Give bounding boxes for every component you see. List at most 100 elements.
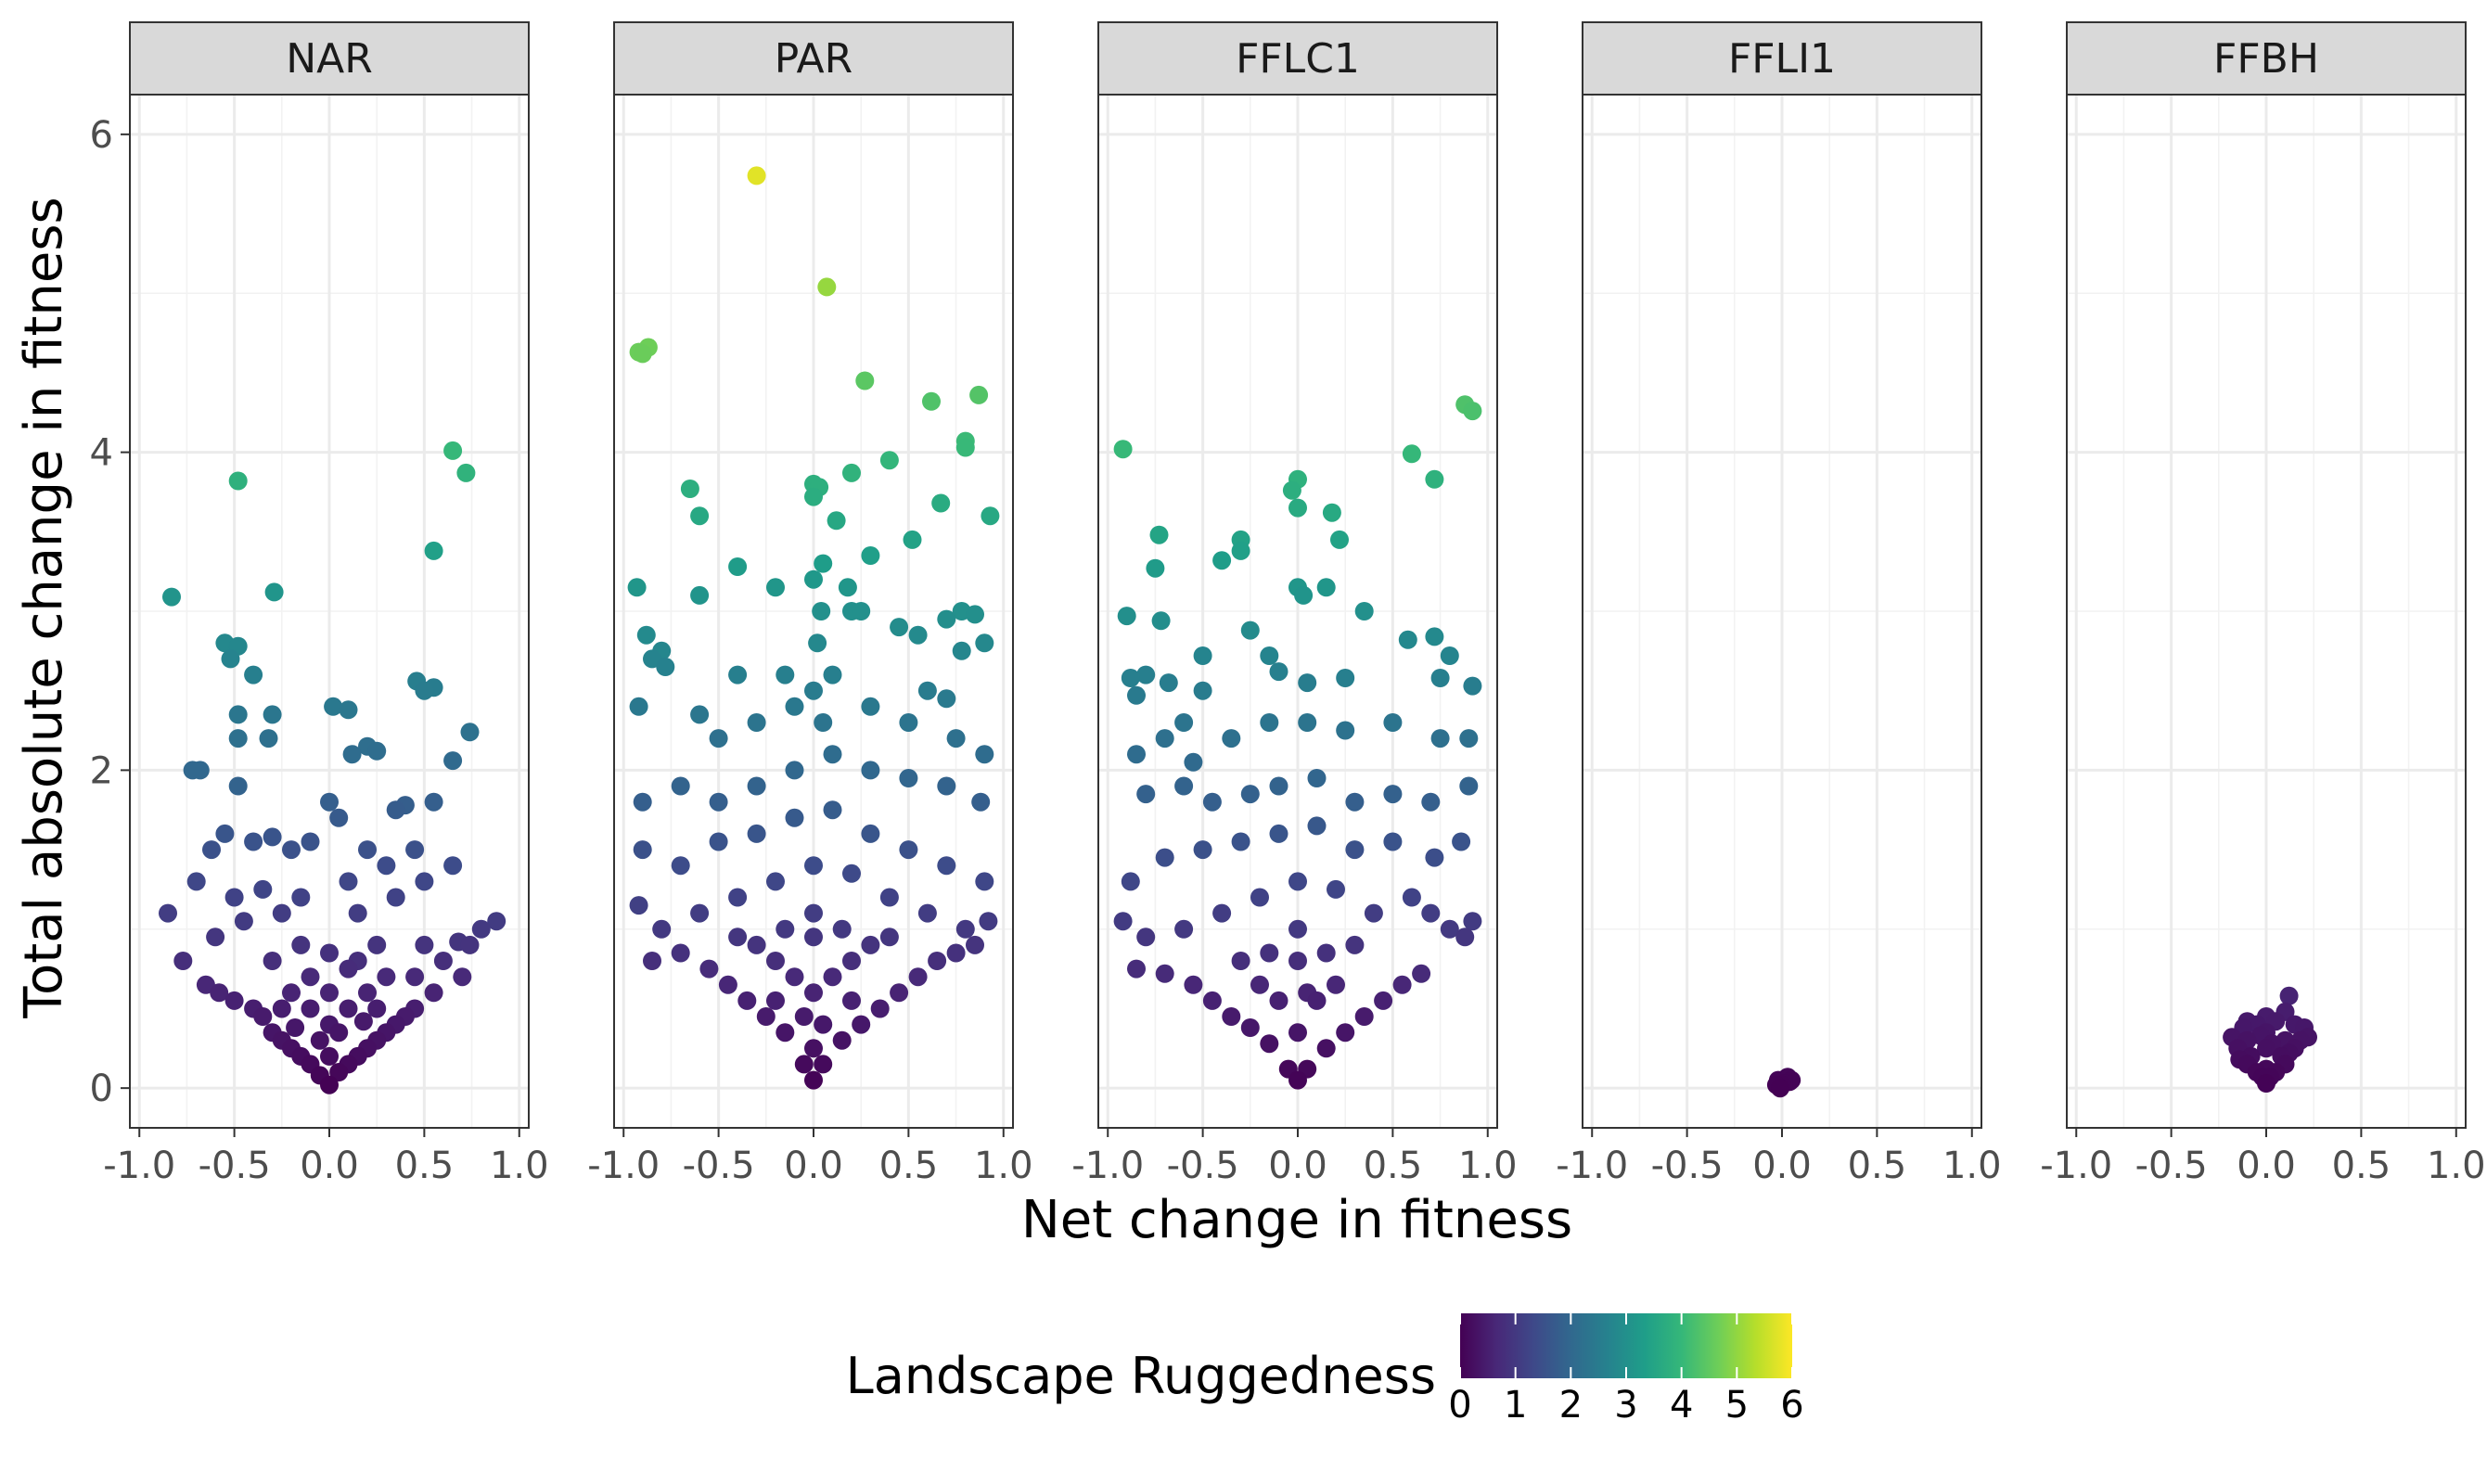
data-point xyxy=(1174,776,1194,796)
data-point xyxy=(766,578,785,597)
data-point xyxy=(937,856,956,876)
data-point xyxy=(1121,669,1140,687)
data-point xyxy=(339,700,358,720)
data-point xyxy=(1240,785,1260,804)
data-point xyxy=(971,792,991,812)
data-point xyxy=(1459,729,1479,748)
points-ffbh xyxy=(2223,986,2317,1093)
data-point xyxy=(272,903,291,923)
facet-strip-label: FFBH xyxy=(2213,35,2319,83)
x-axis-nar: -1.0 -0.5 0.0 0.5 1.0 xyxy=(103,1128,549,1187)
facet-strip xyxy=(613,21,1014,96)
x-tick-label: 0.0 xyxy=(1268,1145,1327,1187)
data-point xyxy=(842,864,861,883)
data-point xyxy=(922,391,941,411)
data-point xyxy=(1463,912,1482,931)
data-point xyxy=(804,928,823,947)
data-point xyxy=(1288,498,1307,518)
points-par xyxy=(627,166,1000,1090)
data-point xyxy=(1212,551,1232,570)
points-ffli1 xyxy=(1766,1068,1801,1098)
x-tick-label: 0.5 xyxy=(395,1145,455,1187)
data-point xyxy=(221,649,240,669)
data-point xyxy=(1159,673,1178,693)
data-point xyxy=(424,792,443,812)
data-point xyxy=(861,546,880,565)
facet-panel-nar: NAR -1.0 -0.5 0.0 0.5 1.0 xyxy=(103,21,549,1187)
data-point xyxy=(937,776,956,796)
data-point xyxy=(244,832,263,851)
legend-title: Landscape Ruggedness xyxy=(846,1347,1436,1405)
data-point xyxy=(320,792,339,812)
legend-tick-label: 5 xyxy=(1725,1384,1749,1426)
data-point xyxy=(224,991,244,1010)
data-point xyxy=(1269,776,1288,796)
data-point xyxy=(1463,676,1482,696)
data-point xyxy=(690,705,710,724)
data-point xyxy=(899,840,918,860)
x-tick-label: 0.5 xyxy=(1848,1145,1907,1187)
x-tick-label: -1.0 xyxy=(103,1145,175,1187)
data-point xyxy=(234,912,253,931)
data-point xyxy=(443,441,463,460)
data-point xyxy=(1222,729,1241,748)
data-point xyxy=(2257,1074,2275,1093)
x-tick-label: 1.0 xyxy=(1942,1145,2002,1187)
data-point xyxy=(415,872,434,891)
data-point xyxy=(1136,928,1156,947)
legend-tick-label: 2 xyxy=(1559,1384,1583,1426)
data-point xyxy=(202,840,221,860)
data-point xyxy=(320,1046,339,1066)
facet-strip xyxy=(1582,21,1982,96)
data-point xyxy=(931,493,951,513)
data-point xyxy=(1322,503,1341,522)
data-point xyxy=(1459,776,1479,796)
data-point xyxy=(1174,919,1194,939)
x-tick-label: 0.0 xyxy=(300,1145,359,1187)
data-point xyxy=(367,999,387,1018)
data-point xyxy=(2257,1039,2275,1058)
data-point xyxy=(1316,943,1336,963)
gridlines xyxy=(130,95,529,1128)
data-point xyxy=(804,681,823,700)
data-point xyxy=(747,776,766,796)
data-point xyxy=(852,602,871,620)
data-point xyxy=(804,487,823,506)
data-point xyxy=(975,633,994,653)
data-point xyxy=(737,991,757,1010)
data-point xyxy=(861,697,880,716)
data-point xyxy=(785,967,804,987)
data-point xyxy=(291,935,311,954)
data-point xyxy=(633,840,652,860)
data-point xyxy=(339,959,358,979)
data-point xyxy=(817,277,837,297)
data-point xyxy=(842,463,861,482)
data-point xyxy=(2279,986,2299,1005)
data-point xyxy=(709,729,728,748)
data-point xyxy=(1288,872,1307,891)
data-point xyxy=(1455,928,1475,947)
data-point xyxy=(832,1030,852,1050)
data-point xyxy=(804,903,823,923)
data-point xyxy=(264,582,284,602)
data-point xyxy=(1336,721,1355,740)
data-point xyxy=(162,587,181,607)
data-point xyxy=(633,344,652,364)
facet-strip-label: FFLC1 xyxy=(1236,35,1360,83)
data-point xyxy=(1202,792,1222,812)
data-point xyxy=(1354,1007,1374,1026)
data-point xyxy=(728,928,748,947)
data-point xyxy=(1294,585,1314,605)
data-point xyxy=(756,1007,776,1026)
data-point xyxy=(348,903,367,923)
data-point xyxy=(747,935,766,954)
data-point xyxy=(342,745,362,764)
x-axis-ffbh: -1.0 -0.5 0.0 0.5 1.0 xyxy=(2040,1128,2486,1187)
data-point xyxy=(471,919,491,939)
facet-strip-label: PAR xyxy=(775,35,853,83)
data-point xyxy=(282,983,301,1003)
data-point xyxy=(320,983,339,1003)
data-point xyxy=(690,585,710,605)
data-point xyxy=(173,952,193,970)
data-point xyxy=(879,928,899,947)
